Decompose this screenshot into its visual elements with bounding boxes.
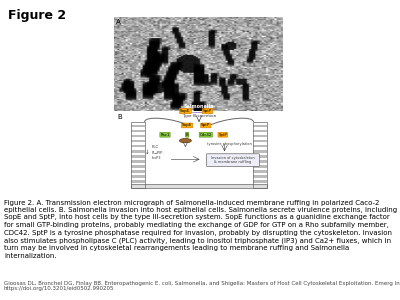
Ellipse shape	[180, 139, 191, 143]
Bar	[131, 184, 267, 188]
Text: SptP: SptP	[201, 123, 210, 128]
Text: Invasion of cytoskeleton
& membrane ruffling: Invasion of cytoskeleton & membrane ruff…	[211, 156, 255, 164]
Text: B: B	[118, 114, 122, 120]
Text: Rac1: Rac1	[160, 133, 170, 137]
Bar	[131, 180, 145, 183]
Text: SptP: SptP	[218, 133, 227, 137]
Text: tyrosine phosphorylation: tyrosine phosphorylation	[207, 142, 252, 146]
Text: B: B	[186, 133, 188, 137]
Bar	[131, 160, 145, 163]
Bar	[254, 165, 267, 168]
Bar	[131, 155, 145, 158]
Bar	[131, 185, 145, 188]
Bar	[131, 150, 145, 152]
Bar	[254, 150, 267, 152]
Bar	[131, 135, 145, 137]
Bar	[254, 130, 267, 132]
Bar	[131, 124, 145, 127]
Text: Figure 2: Figure 2	[8, 9, 66, 22]
Bar	[131, 130, 145, 132]
Text: InsP3: InsP3	[151, 156, 161, 160]
Text: Cdc42: Cdc42	[200, 133, 212, 137]
Bar	[254, 135, 267, 137]
Text: Gioosas DL, Bronchel DG, Finlay BB. Enteropathogenic E. coli, Salmonella, and Sh: Gioosas DL, Bronchel DG, Finlay BB. Ente…	[4, 280, 400, 291]
Bar	[254, 160, 267, 163]
Bar	[131, 165, 145, 168]
Text: Type III secretion: Type III secretion	[182, 114, 216, 118]
Text: PLC: PLC	[151, 146, 159, 149]
Bar	[131, 170, 145, 173]
Bar	[254, 145, 267, 147]
Bar	[131, 175, 145, 178]
Bar	[254, 170, 267, 173]
Text: PI→PIP: PI→PIP	[151, 151, 163, 154]
Bar	[254, 122, 267, 188]
Bar	[131, 122, 145, 188]
Bar	[254, 175, 267, 178]
Text: Figure 2. A. Transmission electron micrograph of Salmonella-induced membrane ruf: Figure 2. A. Transmission electron micro…	[4, 200, 397, 259]
Bar	[254, 155, 267, 158]
Ellipse shape	[174, 103, 224, 112]
Text: Salmonella: Salmonella	[184, 104, 214, 109]
Bar	[131, 145, 145, 147]
Text: SopE: SopE	[182, 123, 192, 128]
Bar	[254, 140, 267, 142]
Bar	[254, 124, 267, 127]
Bar	[254, 185, 267, 188]
Text: A: A	[116, 19, 121, 25]
Text: SopE: SopE	[180, 109, 190, 113]
FancyBboxPatch shape	[207, 154, 259, 167]
Text: ↓: ↓	[145, 150, 149, 155]
Bar	[254, 180, 267, 183]
Text: SptP: SptP	[203, 109, 212, 113]
Bar	[131, 140, 145, 142]
